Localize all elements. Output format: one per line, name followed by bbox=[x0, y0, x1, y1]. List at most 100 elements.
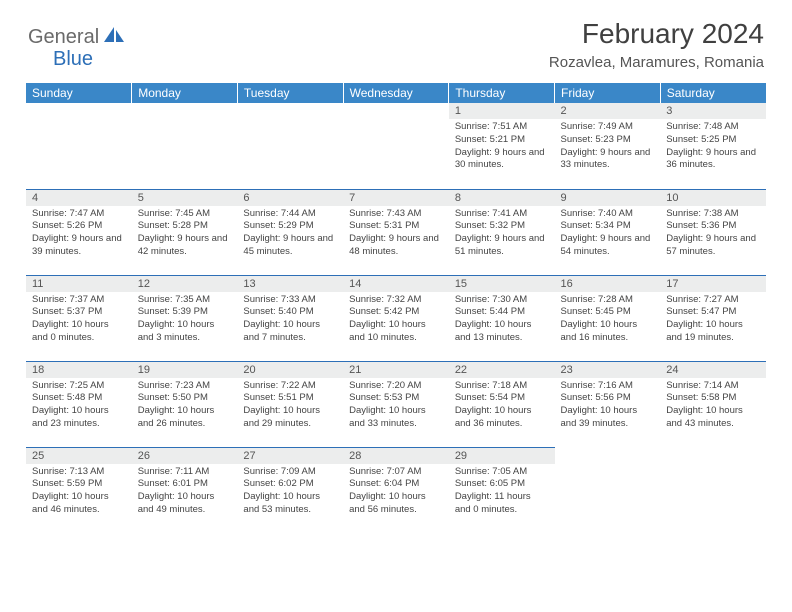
day-number: 22 bbox=[449, 362, 555, 378]
calendar-day-cell: 26Sunrise: 7:11 AMSunset: 6:01 PMDayligh… bbox=[132, 447, 238, 533]
day-number: 8 bbox=[449, 190, 555, 206]
calendar-week-row: 25Sunrise: 7:13 AMSunset: 5:59 PMDayligh… bbox=[26, 447, 766, 533]
day-number: 19 bbox=[132, 362, 238, 378]
day-number: 21 bbox=[343, 362, 449, 378]
calendar-day-cell: 4Sunrise: 7:47 AMSunset: 5:26 PMDaylight… bbox=[26, 189, 132, 275]
day-number: 20 bbox=[237, 362, 343, 378]
day-details: Sunrise: 7:07 AMSunset: 6:04 PMDaylight:… bbox=[343, 464, 449, 521]
calendar-table: Sunday Monday Tuesday Wednesday Thursday… bbox=[26, 83, 766, 533]
calendar-day-cell bbox=[555, 447, 661, 533]
day-number: 15 bbox=[449, 276, 555, 292]
day-details: Sunrise: 7:48 AMSunset: 5:25 PMDaylight:… bbox=[660, 119, 766, 176]
calendar-week-row: 11Sunrise: 7:37 AMSunset: 5:37 PMDayligh… bbox=[26, 275, 766, 361]
day-details: Sunrise: 7:30 AMSunset: 5:44 PMDaylight:… bbox=[449, 292, 555, 349]
calendar-day-cell: 6Sunrise: 7:44 AMSunset: 5:29 PMDaylight… bbox=[237, 189, 343, 275]
day-details: Sunrise: 7:44 AMSunset: 5:29 PMDaylight:… bbox=[237, 206, 343, 263]
day-number: 10 bbox=[660, 190, 766, 206]
weekday-header-row: Sunday Monday Tuesday Wednesday Thursday… bbox=[26, 83, 766, 103]
day-number: 6 bbox=[237, 190, 343, 206]
logo: General Blue bbox=[28, 18, 127, 49]
calendar-day-cell: 8Sunrise: 7:41 AMSunset: 5:32 PMDaylight… bbox=[449, 189, 555, 275]
day-details: Sunrise: 7:51 AMSunset: 5:21 PMDaylight:… bbox=[449, 119, 555, 176]
calendar-day-cell: 25Sunrise: 7:13 AMSunset: 5:59 PMDayligh… bbox=[26, 447, 132, 533]
day-details: Sunrise: 7:14 AMSunset: 5:58 PMDaylight:… bbox=[660, 378, 766, 435]
day-details: Sunrise: 7:27 AMSunset: 5:47 PMDaylight:… bbox=[660, 292, 766, 349]
day-details: Sunrise: 7:11 AMSunset: 6:01 PMDaylight:… bbox=[132, 464, 238, 521]
weekday-header: Thursday bbox=[449, 83, 555, 103]
day-number: 18 bbox=[26, 362, 132, 378]
header: General Blue February 2024 Rozavlea, Mar… bbox=[0, 0, 792, 79]
day-number: 5 bbox=[132, 190, 238, 206]
day-number: 16 bbox=[555, 276, 661, 292]
day-number: 7 bbox=[343, 190, 449, 206]
day-details: Sunrise: 7:32 AMSunset: 5:42 PMDaylight:… bbox=[343, 292, 449, 349]
weekday-header: Friday bbox=[555, 83, 661, 103]
day-details: Sunrise: 7:13 AMSunset: 5:59 PMDaylight:… bbox=[26, 464, 132, 521]
day-number: 9 bbox=[555, 190, 661, 206]
day-details: Sunrise: 7:40 AMSunset: 5:34 PMDaylight:… bbox=[555, 206, 661, 263]
day-details: Sunrise: 7:18 AMSunset: 5:54 PMDaylight:… bbox=[449, 378, 555, 435]
day-details: Sunrise: 7:28 AMSunset: 5:45 PMDaylight:… bbox=[555, 292, 661, 349]
calendar-day-cell: 13Sunrise: 7:33 AMSunset: 5:40 PMDayligh… bbox=[237, 275, 343, 361]
calendar-day-cell: 23Sunrise: 7:16 AMSunset: 5:56 PMDayligh… bbox=[555, 361, 661, 447]
day-details: Sunrise: 7:41 AMSunset: 5:32 PMDaylight:… bbox=[449, 206, 555, 263]
day-details: Sunrise: 7:22 AMSunset: 5:51 PMDaylight:… bbox=[237, 378, 343, 435]
day-details: Sunrise: 7:37 AMSunset: 5:37 PMDaylight:… bbox=[26, 292, 132, 349]
calendar-day-cell: 14Sunrise: 7:32 AMSunset: 5:42 PMDayligh… bbox=[343, 275, 449, 361]
day-details: Sunrise: 7:16 AMSunset: 5:56 PMDaylight:… bbox=[555, 378, 661, 435]
day-number: 26 bbox=[132, 448, 238, 464]
weekday-header: Monday bbox=[132, 83, 238, 103]
weekday-header: Sunday bbox=[26, 83, 132, 103]
day-details: Sunrise: 7:45 AMSunset: 5:28 PMDaylight:… bbox=[132, 206, 238, 263]
calendar-day-cell: 1Sunrise: 7:51 AMSunset: 5:21 PMDaylight… bbox=[449, 103, 555, 189]
day-number: 1 bbox=[449, 103, 555, 119]
calendar-day-cell: 7Sunrise: 7:43 AMSunset: 5:31 PMDaylight… bbox=[343, 189, 449, 275]
day-number: 28 bbox=[343, 448, 449, 464]
calendar-day-cell: 24Sunrise: 7:14 AMSunset: 5:58 PMDayligh… bbox=[660, 361, 766, 447]
calendar-day-cell: 12Sunrise: 7:35 AMSunset: 5:39 PMDayligh… bbox=[132, 275, 238, 361]
day-number: 17 bbox=[660, 276, 766, 292]
calendar-day-cell bbox=[26, 103, 132, 189]
calendar-week-row: 1Sunrise: 7:51 AMSunset: 5:21 PMDaylight… bbox=[26, 103, 766, 189]
day-number: 4 bbox=[26, 190, 132, 206]
day-details: Sunrise: 7:09 AMSunset: 6:02 PMDaylight:… bbox=[237, 464, 343, 521]
calendar-day-cell: 28Sunrise: 7:07 AMSunset: 6:04 PMDayligh… bbox=[343, 447, 449, 533]
calendar-day-cell bbox=[237, 103, 343, 189]
day-number: 13 bbox=[237, 276, 343, 292]
logo-text-blue: Blue bbox=[53, 48, 93, 71]
day-details: Sunrise: 7:33 AMSunset: 5:40 PMDaylight:… bbox=[237, 292, 343, 349]
day-details: Sunrise: 7:20 AMSunset: 5:53 PMDaylight:… bbox=[343, 378, 449, 435]
day-number: 25 bbox=[26, 448, 132, 464]
logo-text-general: General bbox=[28, 26, 99, 49]
weekday-header: Tuesday bbox=[237, 83, 343, 103]
day-number: 14 bbox=[343, 276, 449, 292]
calendar-day-cell: 3Sunrise: 7:48 AMSunset: 5:25 PMDaylight… bbox=[660, 103, 766, 189]
day-details: Sunrise: 7:43 AMSunset: 5:31 PMDaylight:… bbox=[343, 206, 449, 263]
calendar-week-row: 4Sunrise: 7:47 AMSunset: 5:26 PMDaylight… bbox=[26, 189, 766, 275]
weekday-header: Saturday bbox=[660, 83, 766, 103]
day-number: 12 bbox=[132, 276, 238, 292]
calendar-day-cell: 20Sunrise: 7:22 AMSunset: 5:51 PMDayligh… bbox=[237, 361, 343, 447]
day-number: 23 bbox=[555, 362, 661, 378]
day-number: 3 bbox=[660, 103, 766, 119]
calendar-day-cell: 2Sunrise: 7:49 AMSunset: 5:23 PMDaylight… bbox=[555, 103, 661, 189]
calendar-day-cell: 21Sunrise: 7:20 AMSunset: 5:53 PMDayligh… bbox=[343, 361, 449, 447]
calendar-day-cell: 27Sunrise: 7:09 AMSunset: 6:02 PMDayligh… bbox=[237, 447, 343, 533]
day-details: Sunrise: 7:05 AMSunset: 6:05 PMDaylight:… bbox=[449, 464, 555, 521]
calendar-day-cell: 9Sunrise: 7:40 AMSunset: 5:34 PMDaylight… bbox=[555, 189, 661, 275]
day-details: Sunrise: 7:47 AMSunset: 5:26 PMDaylight:… bbox=[26, 206, 132, 263]
calendar-day-cell: 11Sunrise: 7:37 AMSunset: 5:37 PMDayligh… bbox=[26, 275, 132, 361]
calendar-day-cell: 22Sunrise: 7:18 AMSunset: 5:54 PMDayligh… bbox=[449, 361, 555, 447]
day-number: 27 bbox=[237, 448, 343, 464]
day-details: Sunrise: 7:49 AMSunset: 5:23 PMDaylight:… bbox=[555, 119, 661, 176]
day-number: 29 bbox=[449, 448, 555, 464]
calendar-day-cell: 10Sunrise: 7:38 AMSunset: 5:36 PMDayligh… bbox=[660, 189, 766, 275]
location-text: Rozavlea, Maramures, Romania bbox=[549, 54, 764, 71]
day-details: Sunrise: 7:25 AMSunset: 5:48 PMDaylight:… bbox=[26, 378, 132, 435]
day-details: Sunrise: 7:23 AMSunset: 5:50 PMDaylight:… bbox=[132, 378, 238, 435]
day-number: 24 bbox=[660, 362, 766, 378]
calendar-day-cell bbox=[343, 103, 449, 189]
calendar-week-row: 18Sunrise: 7:25 AMSunset: 5:48 PMDayligh… bbox=[26, 361, 766, 447]
calendar-day-cell: 18Sunrise: 7:25 AMSunset: 5:48 PMDayligh… bbox=[26, 361, 132, 447]
weekday-header: Wednesday bbox=[343, 83, 449, 103]
